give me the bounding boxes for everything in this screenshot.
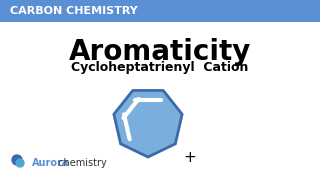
Text: Cycloheptatrienyl  Cation: Cycloheptatrienyl Cation bbox=[71, 62, 249, 75]
Text: CARBON CHEMISTRY: CARBON CHEMISTRY bbox=[10, 6, 138, 16]
Polygon shape bbox=[114, 91, 182, 157]
Text: +: + bbox=[184, 150, 196, 165]
FancyBboxPatch shape bbox=[0, 0, 320, 22]
Text: Aurora: Aurora bbox=[32, 158, 69, 168]
Text: chemistry: chemistry bbox=[55, 158, 107, 168]
Text: Aromaticity: Aromaticity bbox=[69, 38, 251, 66]
Circle shape bbox=[16, 159, 24, 167]
Circle shape bbox=[12, 155, 22, 165]
